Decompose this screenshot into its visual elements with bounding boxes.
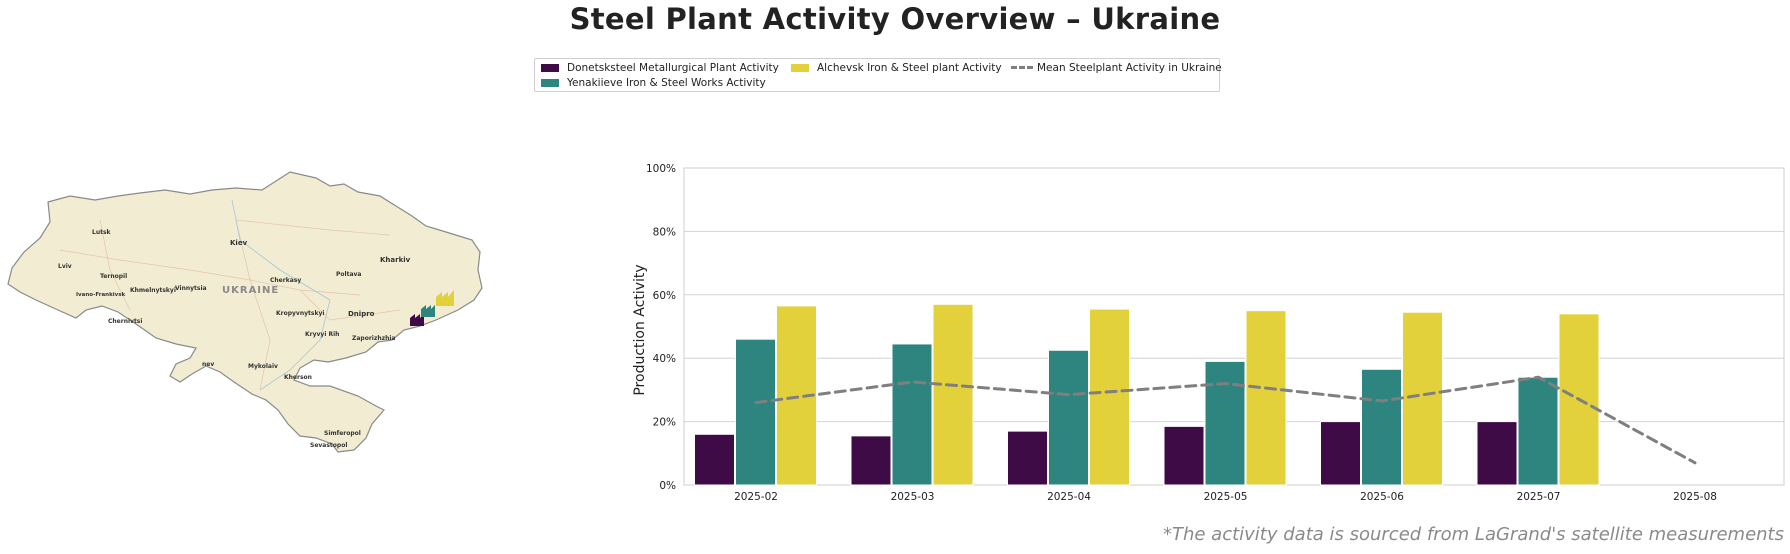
map-city-zaporizhzhia: Zaporizhzhia <box>352 335 395 342</box>
bar-donetsk-2025-04 <box>1007 430 1048 486</box>
ukraine-outline <box>7 171 483 453</box>
bar-alchevsk-2025-02 <box>776 305 817 486</box>
map-city-simferopol: Simferopol <box>324 430 361 437</box>
chart-legend: Donetsksteel Metallurgical Plant Activit… <box>534 58 1222 92</box>
ukraine-map: Lutsk Kiev Kharkiv Lviv Ternopil Khmelny… <box>7 171 483 453</box>
y-tick-label: 100% <box>646 163 676 175</box>
factory-icon-donetsk <box>410 314 424 326</box>
map-city-vinnytsia: Vinnytsia <box>175 285 207 292</box>
legend-label-mean: Mean Steelplant Activity in Ukraine <box>1037 62 1222 74</box>
page-title: Steel Plant Activity Overview – Ukraine <box>569 2 1221 36</box>
bar-donetsk-2025-06 <box>1320 421 1361 486</box>
y-tick-label: 0% <box>659 480 676 492</box>
bar-yenakiieve-2025-03 <box>891 343 933 486</box>
y-tick-label: 40% <box>653 353 676 365</box>
factory-shape-alchevsk <box>436 290 454 306</box>
factory-shape-yenakiieve <box>421 305 435 317</box>
bar-yenakiieve-2025-07 <box>1517 376 1559 486</box>
bar-donetsk-2025-02 <box>694 433 735 486</box>
bar-alchevsk-2025-03 <box>932 303 974 486</box>
x-tick-label: 2025-03 <box>891 491 935 503</box>
map-roads <box>59 219 401 391</box>
map-road <box>99 219 131 311</box>
y-axis-label: Production Activity <box>632 264 648 395</box>
factory-icon-alchevsk <box>436 290 454 306</box>
line-layer <box>754 375 1697 465</box>
bar-donetsk-2025-05 <box>1163 425 1205 486</box>
axis-layer: 0% 20% 40% 60% 80% 100% 2025-02 2025-03 2025-04 2… <box>646 163 1717 503</box>
legend-swatch-alchevsk <box>791 64 809 72</box>
bar-alchevsk-2025-05 <box>1245 310 1287 486</box>
map-city-kherson: Kherson <box>284 374 312 381</box>
bar-alchevsk-2025-04 <box>1089 308 1130 486</box>
x-tick-label: 2025-06 <box>1360 491 1404 503</box>
x-tick-label: 2025-04 <box>1047 491 1091 503</box>
map-city-mykolaiv: Mykolaiv <box>248 363 278 370</box>
map-road <box>235 219 271 391</box>
x-tick-label: 2025-08 <box>1673 491 1717 503</box>
y-tick-label: 20% <box>653 417 676 429</box>
map-city-khmelnytskyi: Khmelnytskyi <box>130 287 176 294</box>
legend-label-alchevsk: Alchevsk Iron & Steel plant Activity <box>817 62 1002 74</box>
x-tick-label: 2025-05 <box>1204 491 1248 503</box>
x-tick-label: 2025-07 <box>1517 491 1561 503</box>
map-country-label: UKRAINE <box>222 285 279 296</box>
factory-shape-donetsk <box>410 314 424 326</box>
map-city-poltava: Poltava <box>336 271 361 278</box>
bar-yenakiieve-2025-05 <box>1204 360 1246 486</box>
map-road <box>235 219 391 236</box>
x-tick-label: 2025-02 <box>734 491 778 503</box>
legend-label-donetsk: Donetsksteel Metallurgical Plant Activit… <box>567 62 779 74</box>
activity-bar-chart: 0% 20% 40% 60% 80% 100% 2025-02 2025-03 2025-04 2… <box>632 163 1785 503</box>
legend-swatch-yenakiieve <box>541 79 559 87</box>
map-city-cherkasy: Cherkasy <box>270 277 301 284</box>
mean-activity-line <box>754 375 1697 465</box>
bar-yenakiieve-2025-02 <box>735 338 776 486</box>
map-city-kryvyi-rih: Kryvyi Rih <box>305 331 339 338</box>
map-city-kropyvnytskyi: Kropyvnytskyi <box>276 310 324 317</box>
bar-yenakiieve-2025-06 <box>1361 368 1402 486</box>
bar-layer <box>694 303 1600 486</box>
map-city-ivano-frankivsk: Ivano-Frankivsk <box>76 292 125 298</box>
y-tick-label: 60% <box>653 290 676 302</box>
y-tick-label: 80% <box>653 226 676 238</box>
map-city-dnipro: Dnipro <box>348 310 375 318</box>
map-rivers <box>231 199 331 391</box>
map-river <box>231 199 331 391</box>
legend-swatch-donetsk <box>541 64 559 72</box>
map-city-nev: nev <box>202 361 214 368</box>
bar-donetsk-2025-03 <box>850 435 892 486</box>
map-road <box>299 289 401 321</box>
map-road <box>59 249 361 296</box>
bar-yenakiieve-2025-04 <box>1048 349 1089 486</box>
map-city-chernivtsi: Chernivtsi <box>108 318 142 325</box>
map-city-kiev: Kiev <box>230 239 248 247</box>
bar-alchevsk-2025-06 <box>1402 311 1443 486</box>
map-city-lviv: Lviv <box>58 263 72 270</box>
map-city-sevastopol: Sevastopol <box>310 442 347 449</box>
map-city-kharkiv: Kharkiv <box>380 256 411 264</box>
factory-icon-yenakiieve <box>421 305 435 317</box>
footnote: *The activity data is sourced from LaGra… <box>1162 524 1784 545</box>
legend-dash-mean <box>1011 66 1033 69</box>
bar-donetsk-2025-07 <box>1476 421 1518 486</box>
map-city-lutsk: Lutsk <box>92 229 112 236</box>
legend-label-yenakiieve: Yenakiieve Iron & Steel Works Activity <box>567 77 766 89</box>
map-city-ternopil: Ternopil <box>100 273 127 280</box>
